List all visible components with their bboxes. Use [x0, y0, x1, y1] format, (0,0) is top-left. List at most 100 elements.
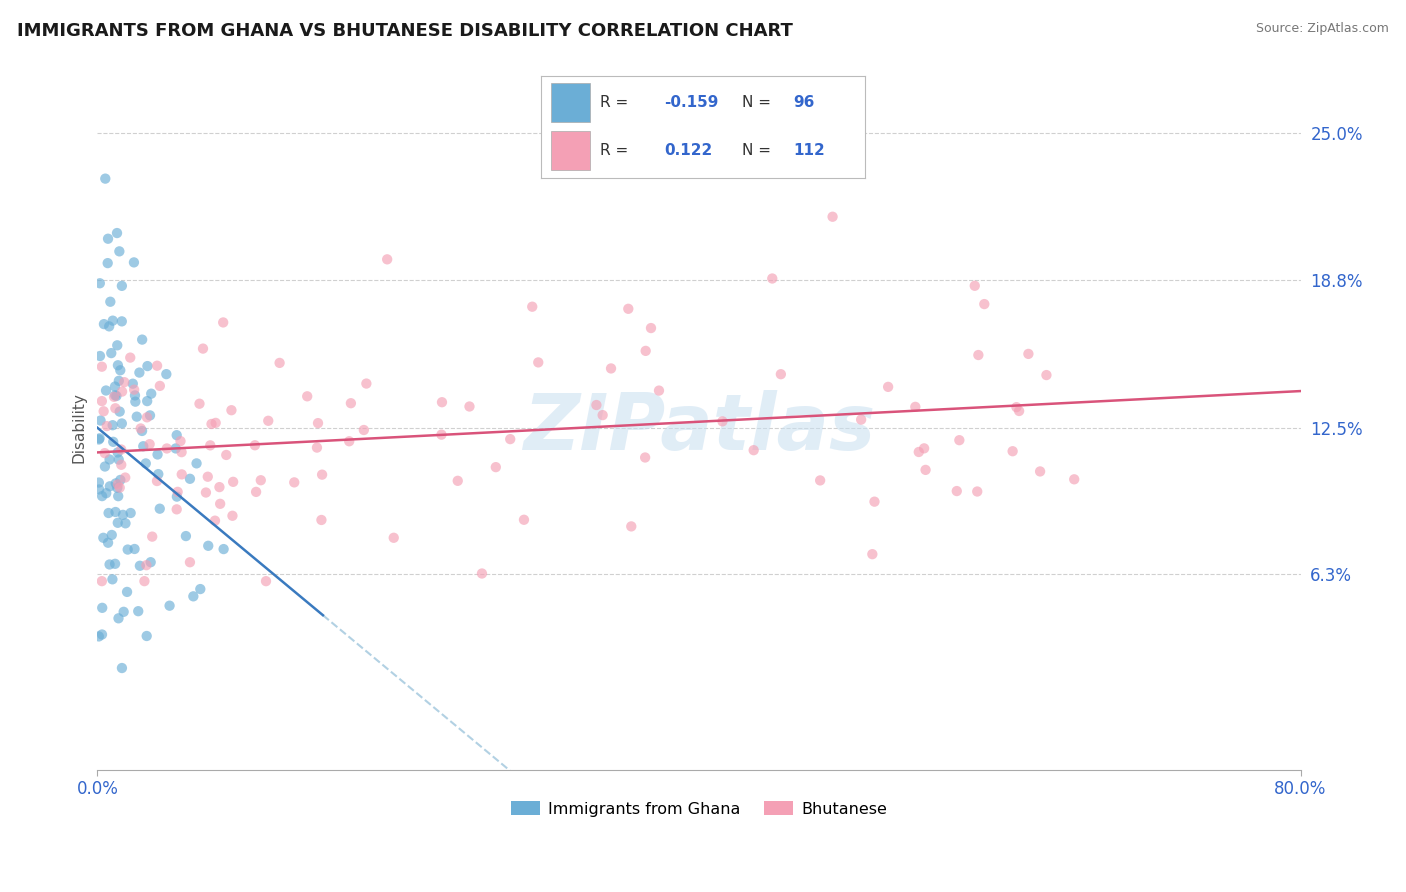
Point — [966, 484, 988, 499]
Point — [114, 516, 136, 531]
Point — [101, 418, 124, 433]
Point — [110, 363, 132, 377]
Point — [149, 501, 172, 516]
Point — [96, 419, 118, 434]
Point — [139, 555, 162, 569]
Point — [634, 450, 657, 465]
Point — [221, 508, 243, 523]
Point — [592, 408, 614, 422]
Point — [191, 342, 214, 356]
Point — [340, 396, 363, 410]
Point — [98, 452, 121, 467]
Point — [91, 489, 114, 503]
Point — [100, 528, 122, 542]
Point — [311, 467, 333, 482]
Point — [103, 434, 125, 449]
Point — [111, 278, 134, 293]
Point — [87, 629, 110, 643]
Point — [209, 497, 232, 511]
Point — [100, 346, 122, 360]
Point — [648, 384, 671, 398]
Point — [447, 474, 470, 488]
Point — [107, 611, 129, 625]
Point — [141, 530, 163, 544]
Point — [128, 558, 150, 573]
Point — [135, 629, 157, 643]
Point — [107, 516, 129, 530]
Point — [131, 333, 153, 347]
Point — [112, 605, 135, 619]
Point — [104, 379, 127, 393]
Point — [620, 519, 643, 533]
Point — [222, 475, 245, 489]
Point — [136, 394, 159, 409]
Point — [91, 531, 114, 545]
Point — [212, 315, 235, 329]
Point — [110, 473, 132, 487]
Point — [283, 475, 305, 490]
Point — [808, 474, 831, 488]
Point — [179, 555, 201, 569]
Point — [112, 375, 135, 389]
Point — [877, 380, 900, 394]
Text: R =: R = — [599, 95, 627, 110]
Point — [94, 446, 117, 460]
Point — [849, 412, 872, 426]
Point — [120, 506, 142, 520]
Point — [98, 294, 121, 309]
Point — [97, 232, 120, 246]
Legend: Immigrants from Ghana, Bhutanese: Immigrants from Ghana, Bhutanese — [505, 795, 893, 823]
Bar — [551, 131, 591, 170]
Point — [1008, 404, 1031, 418]
Point — [1005, 400, 1028, 414]
Text: IMMIGRANTS FROM GHANA VS BHUTANESE DISABILITY CORRELATION CHART: IMMIGRANTS FROM GHANA VS BHUTANESE DISAB… — [17, 22, 793, 40]
Point — [166, 502, 188, 516]
Point — [90, 394, 112, 409]
Point — [307, 416, 329, 430]
Point — [356, 376, 378, 391]
Point — [212, 542, 235, 557]
Point — [107, 358, 129, 372]
Point — [98, 319, 121, 334]
Point — [711, 414, 734, 428]
Point — [94, 459, 117, 474]
Point — [821, 210, 844, 224]
Point — [107, 452, 129, 467]
Point — [105, 389, 128, 403]
Point — [111, 508, 134, 522]
Point — [914, 463, 936, 477]
Point — [617, 301, 640, 316]
Point — [471, 566, 494, 581]
Point — [89, 431, 111, 445]
Point — [138, 437, 160, 451]
Point — [169, 434, 191, 449]
Point — [111, 384, 134, 399]
Point — [117, 542, 139, 557]
Point — [948, 433, 970, 447]
Point — [127, 604, 149, 618]
Point — [131, 424, 153, 438]
Point — [94, 384, 117, 398]
Point — [122, 255, 145, 269]
Point — [136, 359, 159, 373]
Point — [215, 448, 238, 462]
Point — [353, 423, 375, 437]
Point — [640, 321, 662, 335]
Point — [337, 434, 360, 449]
Point — [382, 531, 405, 545]
Point — [91, 600, 114, 615]
Point — [111, 661, 134, 675]
Point — [245, 484, 267, 499]
Point — [904, 400, 927, 414]
Point — [107, 489, 129, 503]
Point — [89, 349, 111, 363]
Point — [104, 388, 127, 402]
Point — [912, 442, 935, 456]
Point — [115, 585, 138, 599]
Point — [197, 469, 219, 483]
Point — [139, 409, 162, 423]
Point — [257, 414, 280, 428]
Point — [243, 438, 266, 452]
Point — [600, 361, 623, 376]
Point — [124, 388, 146, 402]
